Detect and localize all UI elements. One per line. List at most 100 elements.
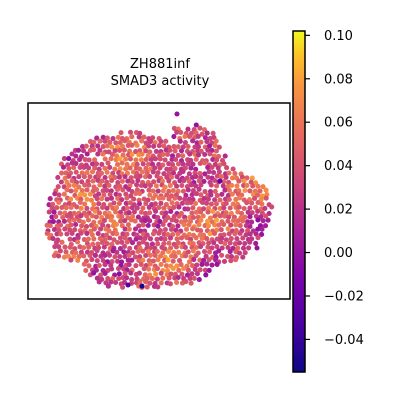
spot xyxy=(228,254,235,260)
spot xyxy=(145,222,151,229)
spot xyxy=(64,231,70,237)
spot xyxy=(122,218,128,224)
spot xyxy=(214,244,220,250)
spot xyxy=(197,125,203,131)
spot xyxy=(173,218,179,224)
spot xyxy=(115,258,121,264)
spot xyxy=(129,142,135,148)
colorbar-gradient xyxy=(293,31,305,372)
spot xyxy=(178,148,185,154)
spot xyxy=(144,284,150,290)
spot xyxy=(92,157,98,163)
spot xyxy=(60,214,66,220)
spot xyxy=(68,196,74,202)
spot xyxy=(196,240,202,246)
spot xyxy=(221,232,227,238)
spot xyxy=(46,202,52,208)
spot xyxy=(189,271,195,277)
spot xyxy=(108,195,115,201)
spot xyxy=(79,170,85,176)
spot xyxy=(137,191,143,197)
spot xyxy=(138,261,144,267)
spot xyxy=(226,187,232,193)
spot xyxy=(130,162,136,168)
spot xyxy=(176,204,182,210)
spot xyxy=(233,257,239,263)
spot xyxy=(187,151,193,157)
spot xyxy=(247,205,253,211)
spot xyxy=(216,169,222,175)
spot xyxy=(160,188,166,194)
spot xyxy=(189,210,195,216)
spot xyxy=(214,173,220,179)
spot xyxy=(116,275,122,282)
spot xyxy=(213,201,220,207)
spot xyxy=(168,174,175,180)
spot xyxy=(220,183,226,189)
spot xyxy=(247,223,253,230)
spot xyxy=(193,244,199,251)
spot xyxy=(217,178,223,184)
spot xyxy=(105,283,111,289)
spot xyxy=(90,178,96,184)
spot xyxy=(128,270,134,276)
spot xyxy=(63,205,69,211)
spot xyxy=(87,174,93,180)
chart-title: ZH881inf SMAD3 activity xyxy=(111,57,210,89)
spot xyxy=(214,236,220,242)
spot xyxy=(185,249,191,255)
spot xyxy=(174,279,180,285)
spot xyxy=(78,213,84,219)
spot xyxy=(207,215,213,221)
spot xyxy=(199,261,205,267)
spot xyxy=(107,164,113,170)
spot xyxy=(188,182,194,188)
spot xyxy=(202,151,208,158)
spot xyxy=(162,236,168,242)
spot xyxy=(226,170,232,176)
spot xyxy=(214,193,220,199)
spot xyxy=(208,201,214,207)
spot xyxy=(125,222,131,228)
spot xyxy=(119,160,125,166)
spot xyxy=(148,139,154,145)
spot xyxy=(99,161,105,167)
spot xyxy=(143,252,149,259)
spot xyxy=(205,223,212,229)
spot xyxy=(152,165,158,171)
spot xyxy=(163,138,169,144)
spot xyxy=(163,210,169,216)
spot xyxy=(236,250,243,256)
spot xyxy=(203,200,210,206)
spot xyxy=(77,191,83,197)
spot xyxy=(97,138,103,144)
spot xyxy=(143,210,149,216)
spot xyxy=(198,209,204,215)
spot xyxy=(226,214,232,220)
spot xyxy=(233,222,239,228)
spot xyxy=(104,214,111,220)
spot xyxy=(115,186,121,193)
spot xyxy=(216,248,222,254)
spot xyxy=(86,263,92,269)
spot xyxy=(125,178,131,184)
spot xyxy=(82,192,88,198)
spot xyxy=(123,156,129,162)
spot xyxy=(188,165,194,171)
spot xyxy=(138,157,144,163)
spot xyxy=(216,222,222,228)
spot xyxy=(116,271,122,277)
spot xyxy=(55,174,61,181)
spot xyxy=(140,161,146,167)
spot xyxy=(147,236,154,242)
colorbar: 0.10 0.08 0.06 0.04 0.02 0.00 −0.02 −0.04 xyxy=(292,29,364,373)
spot xyxy=(149,276,155,282)
spot xyxy=(127,129,134,135)
spot xyxy=(249,200,255,206)
spot xyxy=(189,192,195,198)
spot xyxy=(117,246,123,252)
spot xyxy=(204,261,210,267)
spot xyxy=(206,257,212,263)
spot xyxy=(166,188,172,194)
spot xyxy=(202,267,208,273)
